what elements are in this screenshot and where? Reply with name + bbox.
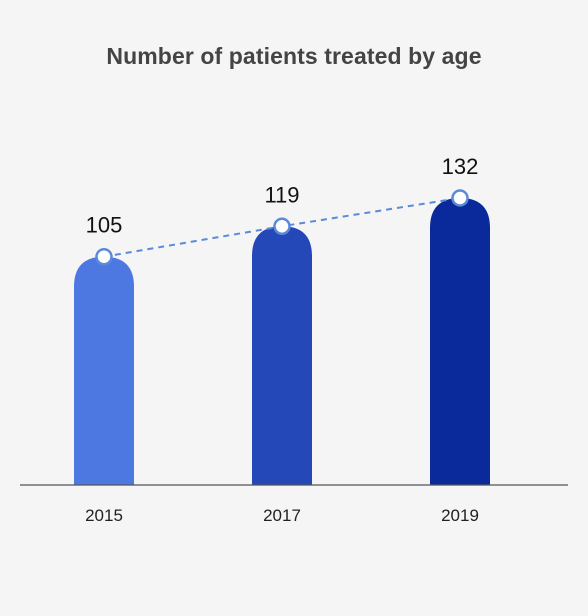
bar-2015: [74, 256, 134, 485]
marker-2017: [273, 217, 291, 236]
x-tick-label-2019: 2019: [441, 506, 479, 525]
marker-2015: [95, 247, 113, 266]
data-label-2017: 119: [264, 182, 299, 207]
chart-title: Number of patients treated by age: [106, 43, 482, 69]
x-tick-label-2015: 2015: [85, 506, 123, 525]
data-label-2015: 105: [86, 213, 123, 238]
data-label-2019: 132: [442, 154, 479, 179]
bar-2017: [252, 226, 312, 486]
bar-2019: [430, 198, 490, 485]
marker-2019: [451, 189, 469, 207]
x-tick-label-2017: 2017: [263, 506, 301, 525]
